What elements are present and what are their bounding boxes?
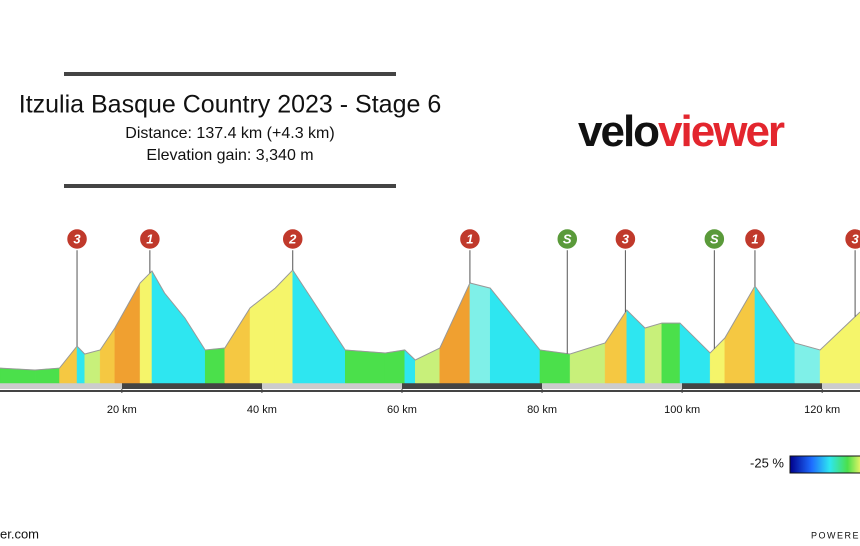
profile-outline	[0, 269, 860, 371]
marker	[281, 227, 304, 251]
marker-label: 1	[146, 231, 153, 246]
marker	[458, 227, 482, 251]
profile-segment	[661, 322, 681, 384]
profile-segment	[114, 282, 141, 384]
marker-label: 3	[851, 231, 859, 246]
profile-segment	[292, 269, 346, 384]
profile	[0, 269, 860, 384]
profile-segment	[384, 349, 406, 384]
x-tick-label: 40 km	[247, 404, 277, 416]
x-tick-label: 80 km	[527, 404, 557, 416]
marker-label: 3	[73, 231, 81, 246]
profile-segment	[0, 367, 36, 384]
profile-segment	[139, 270, 153, 384]
marker-label: S	[563, 231, 572, 246]
profile-segment	[274, 269, 293, 384]
logo-part: velo	[578, 107, 659, 156]
marker	[843, 227, 860, 251]
profile-segment	[249, 287, 276, 384]
profile-segment	[469, 282, 491, 384]
distance-strip	[682, 383, 822, 389]
profile-segment	[204, 347, 226, 384]
profile-segment	[489, 287, 541, 384]
profile-segment	[151, 270, 165, 384]
marker	[703, 227, 726, 251]
chart-title: Itzulia Basque Country 2023 - Stage 6	[19, 91, 442, 119]
profile-segment	[345, 349, 386, 384]
distance-strip	[122, 383, 262, 389]
x-tick-label: 60 km	[387, 404, 417, 416]
profile-segment	[184, 317, 206, 384]
subtitle: Elevation gain: 3,340 m	[146, 147, 313, 164]
profile-segment	[99, 327, 116, 384]
color-scale	[789, 455, 860, 474]
profile-segment	[439, 282, 471, 384]
profile-segment	[539, 349, 571, 384]
x-tick-label: 120 km	[804, 404, 840, 416]
distance-strip	[402, 383, 542, 389]
profile-segment	[626, 309, 646, 384]
marker-label: 1	[466, 231, 473, 246]
logo: veloviewer	[578, 107, 785, 156]
profile-segment	[164, 292, 186, 384]
profile-segment	[76, 345, 85, 384]
marker-label: 3	[622, 231, 630, 246]
logo-part: viewer	[658, 107, 785, 156]
profile-segment	[224, 307, 251, 384]
marker	[138, 227, 162, 251]
marker	[556, 227, 579, 251]
footer: POWERE	[811, 530, 860, 540]
marker-label: 2	[288, 231, 297, 246]
x-tick-label: 20 km	[107, 404, 137, 416]
profile-segment	[819, 311, 860, 384]
footer: er.com	[0, 526, 39, 541]
legend-label: -25 %	[750, 455, 784, 470]
profile-segment	[709, 337, 726, 384]
profile-segment	[679, 322, 711, 384]
x-tick-label: 100 km	[664, 404, 700, 416]
marker	[743, 227, 767, 251]
profile-segment	[644, 322, 663, 384]
marker-label: 1	[751, 231, 758, 246]
marker-label: S	[710, 231, 719, 246]
profile-segment	[724, 285, 756, 384]
marker	[614, 227, 637, 251]
profile-segment	[84, 349, 101, 384]
profile-segment	[415, 347, 441, 384]
profile-segment	[604, 309, 628, 384]
profile-segment	[34, 367, 60, 384]
subtitle: Distance: 137.4 km (+4.3 km)	[125, 125, 334, 142]
marker	[65, 227, 89, 251]
